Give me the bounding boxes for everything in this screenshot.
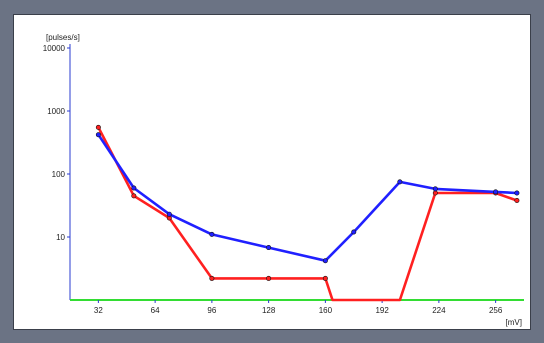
series-2-point	[95, 132, 101, 138]
series-1-point	[514, 197, 520, 203]
y-tick-label: 10	[56, 233, 65, 242]
series-1-point	[95, 124, 101, 130]
series-2-point	[209, 231, 215, 237]
series-2-point	[514, 190, 520, 196]
series-2-line	[97, 133, 519, 262]
x-tick-label: 160	[319, 306, 333, 315]
y-tick-label: 100	[52, 170, 66, 179]
series-1-point	[432, 190, 438, 196]
series-2-point	[432, 186, 438, 192]
series-2-point	[166, 211, 172, 217]
y-tick-label: 10000	[43, 44, 66, 53]
series-2-point	[397, 179, 403, 185]
series-1-point	[209, 275, 215, 281]
series-1-point	[131, 193, 137, 199]
series-2-point	[322, 258, 328, 264]
x-tick-label: 96	[207, 306, 216, 315]
series-1-point	[322, 275, 328, 281]
series-1-point	[266, 275, 272, 281]
x-tick-label: 256	[489, 306, 503, 315]
chart-svg: 10 100 1000 10000 [pulses/s] 32 64 96 128 160 192 2…	[43, 33, 524, 327]
x-tick-label: 64	[151, 306, 160, 315]
y-axis-label: [pulses/s]	[46, 33, 80, 42]
x-tick-label: 224	[432, 306, 446, 315]
x-tick-label: 128	[262, 306, 276, 315]
series-2-point	[351, 229, 357, 235]
series-2-point	[493, 189, 499, 195]
x-tick-label: 32	[94, 306, 103, 315]
plot-panel: 10 100 1000 10000 [pulses/s] 32 64 96 128 160 192 2…	[13, 14, 531, 330]
series-1-line	[97, 126, 519, 302]
x-tick-label: 192	[375, 306, 389, 315]
x-axis-label: [mV]	[506, 318, 522, 327]
y-tick-label: 1000	[47, 107, 65, 116]
series-2-point	[266, 245, 272, 251]
series-2-point	[131, 185, 137, 191]
